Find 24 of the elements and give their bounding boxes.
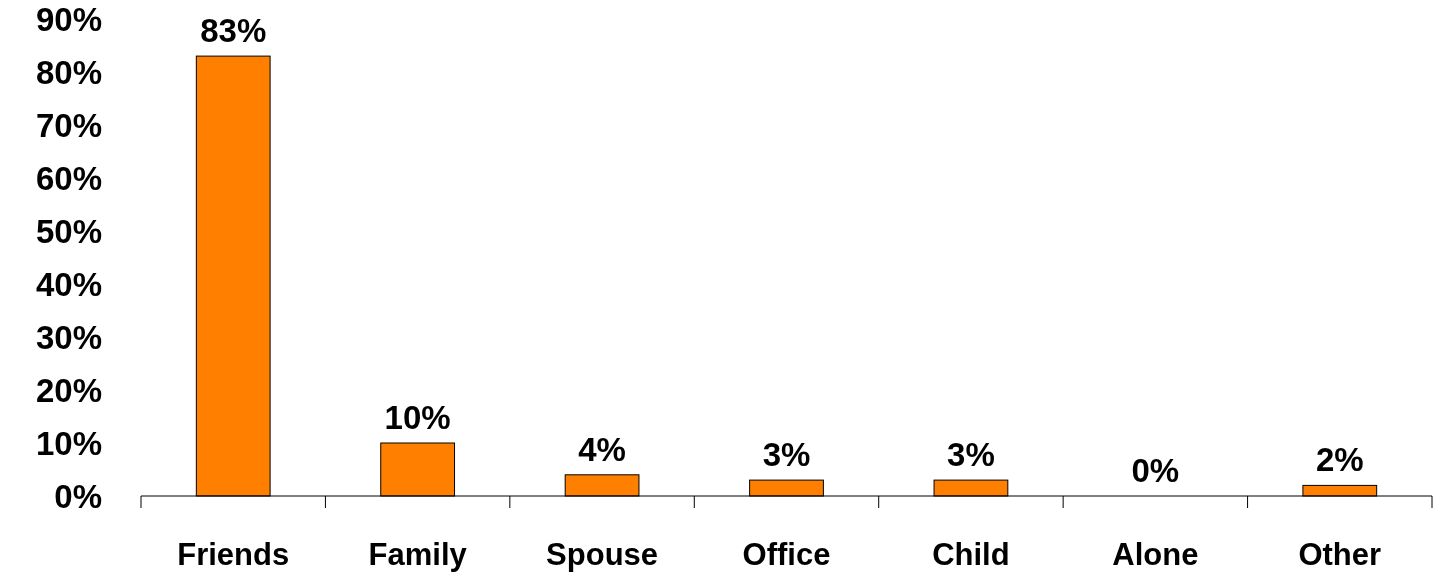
y-tick-label: 50% [35, 212, 102, 250]
data-label: 2% [1315, 441, 1364, 479]
x-tick-label: Spouse [546, 537, 659, 572]
x-tick-label: Child [932, 537, 1010, 572]
y-tick-label: 60% [35, 159, 102, 197]
y-tick-label: 10% [35, 424, 102, 462]
data-label: 83% [200, 12, 267, 50]
data-label: 3% [762, 436, 811, 474]
x-tick-label: Family [368, 537, 468, 572]
y-tick-label: 80% [35, 53, 102, 91]
x-tick-label: Alone [1112, 537, 1199, 572]
data-label: 3% [947, 436, 995, 474]
y-tick-label: 0% [54, 477, 102, 515]
data-label: 10% [384, 399, 451, 436]
data-label: 0% [1131, 452, 1180, 489]
y-tick-label: 20% [35, 371, 102, 409]
y-tick-label: 30% [35, 318, 102, 356]
y-tick-label: 40% [35, 265, 102, 303]
x-tick-label: Friends [177, 537, 290, 572]
y-tick-label: 90% [35, 0, 102, 38]
data-label: 4% [578, 430, 626, 468]
y-tick-label: 70% [35, 106, 102, 144]
x-tick-label: Office [742, 537, 831, 572]
x-tick-label: Other [1298, 537, 1382, 572]
